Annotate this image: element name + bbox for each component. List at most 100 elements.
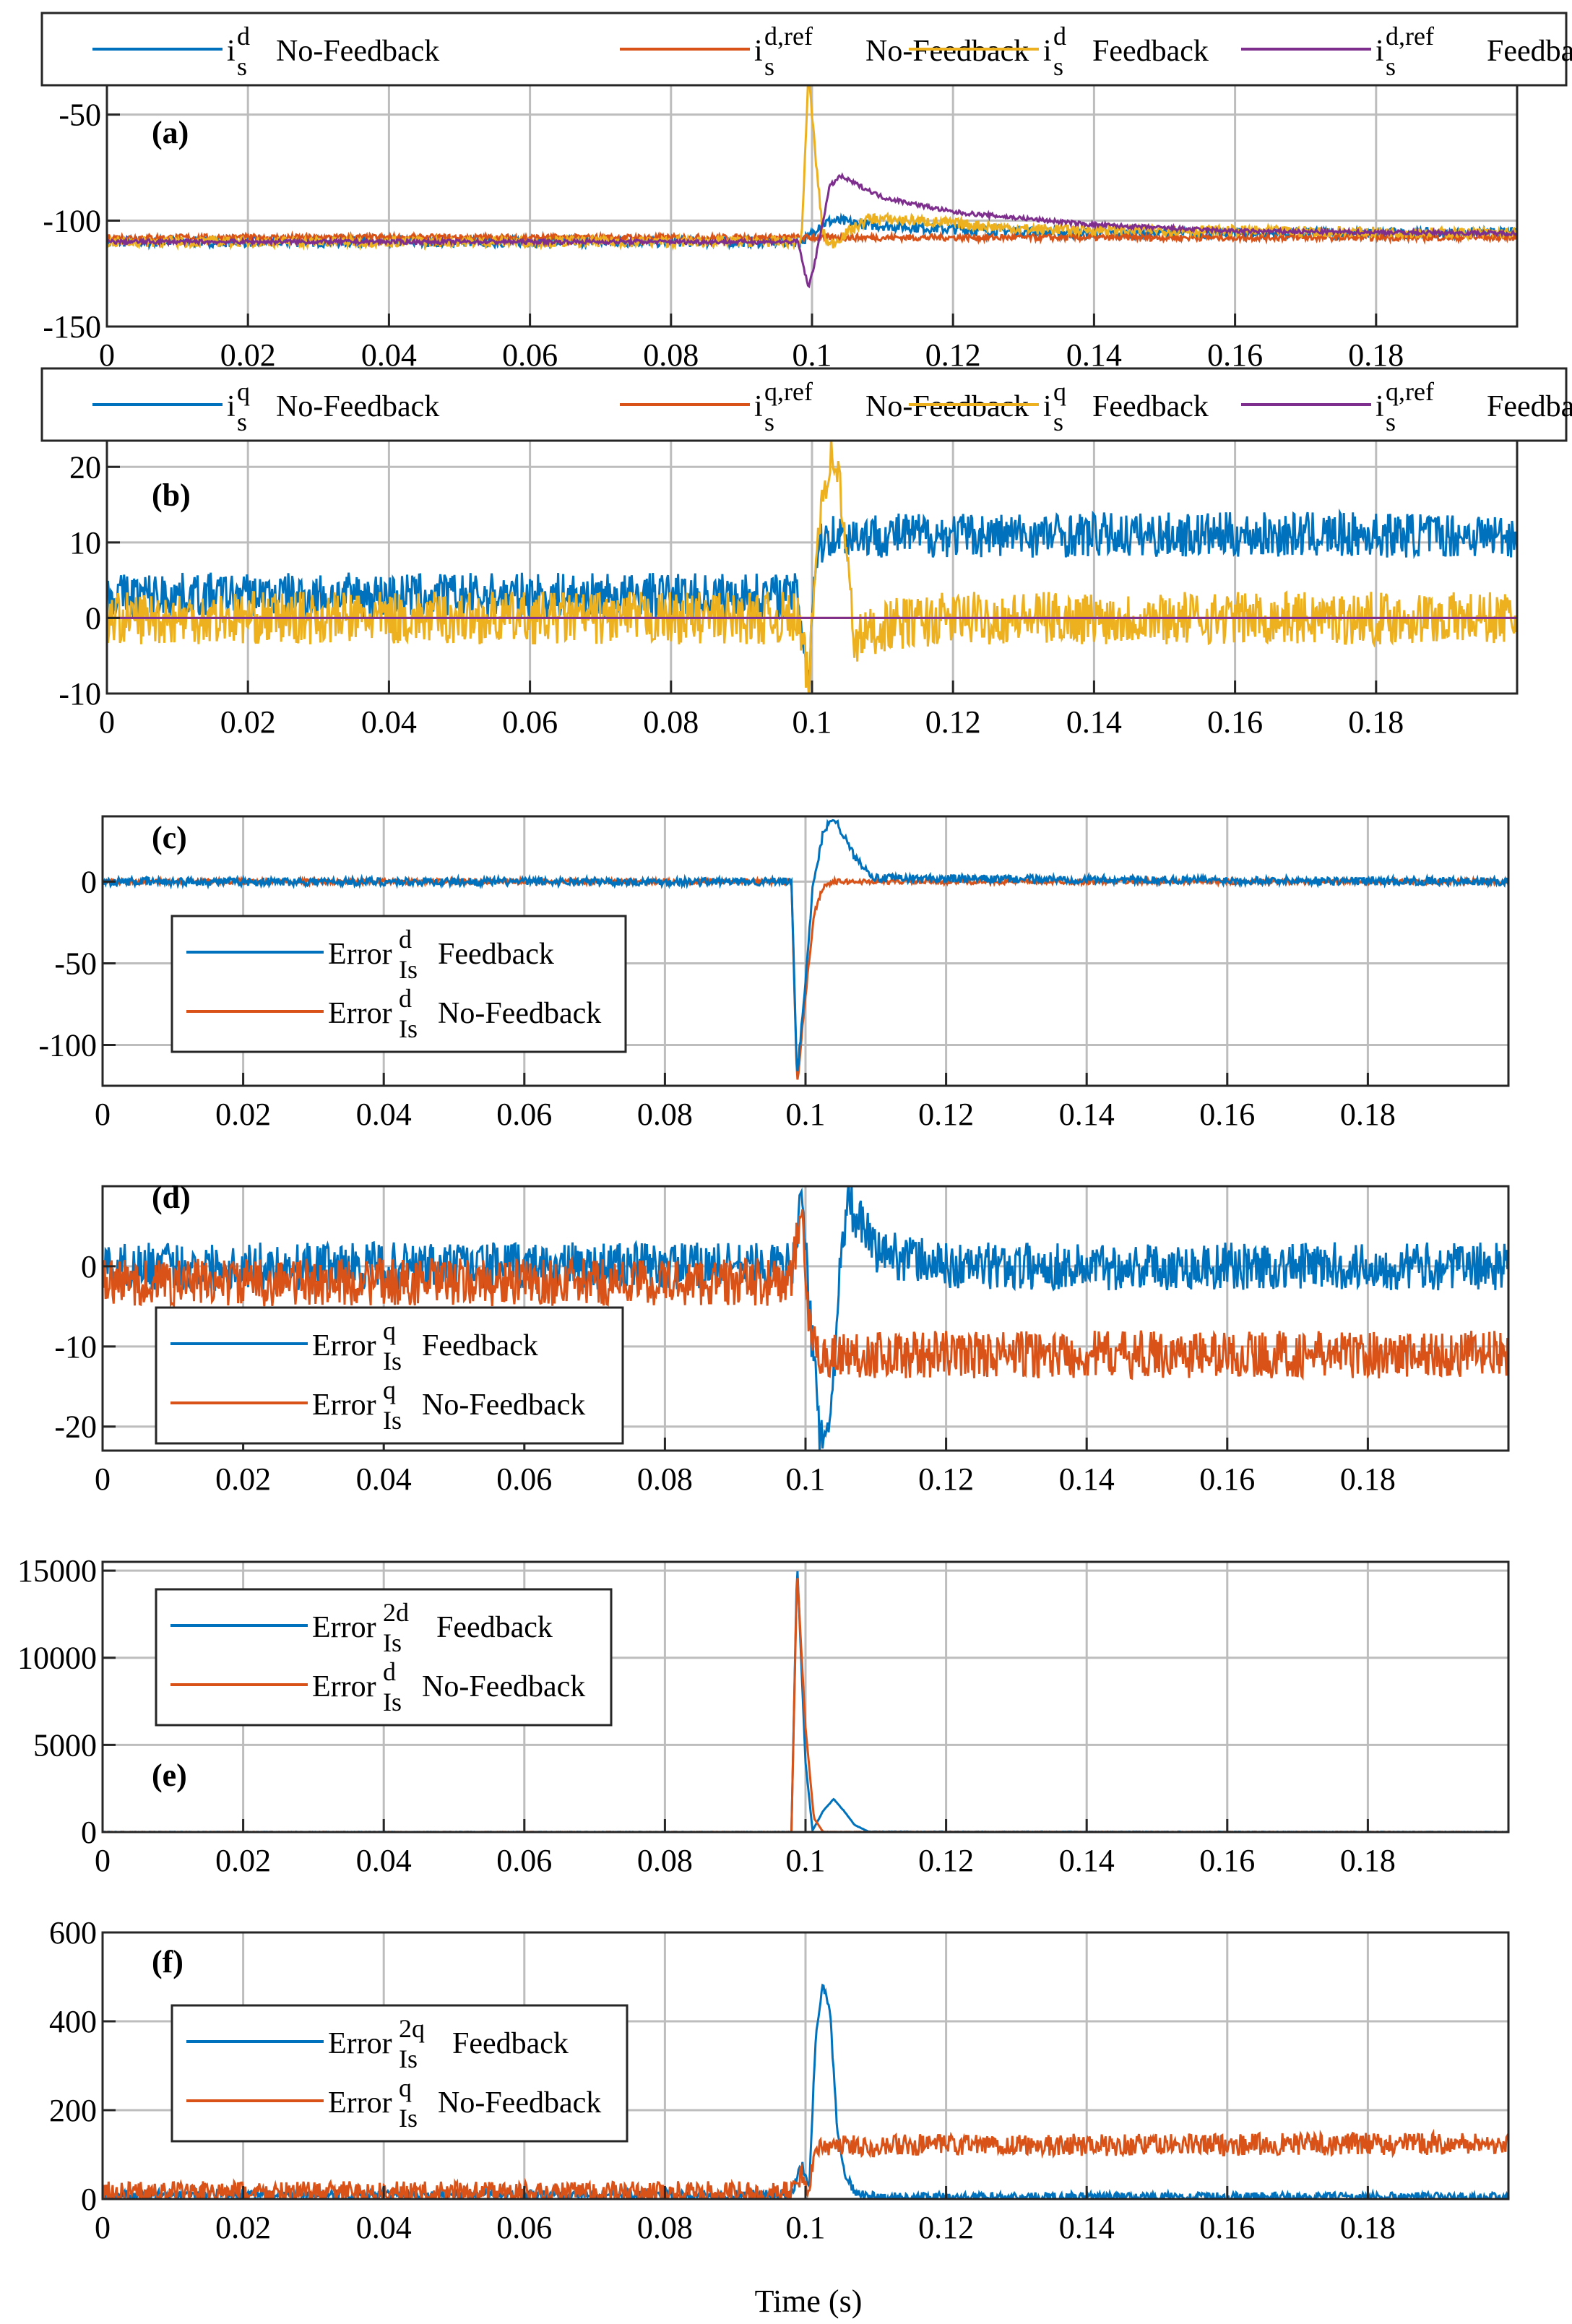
legend-superscript: d,ref xyxy=(764,22,813,51)
x-tick-label: 0.12 xyxy=(918,2210,974,2245)
legend-symbol: Error xyxy=(328,2086,392,2120)
legend-subscript: s xyxy=(1053,407,1063,436)
panel-a: 0 0.02 0.04 0.06 0.08 0.1 0.12 0.14 0.16 0.18 -50 -… xyxy=(40,12,1572,373)
legend-label: Feedback xyxy=(452,2027,569,2060)
legend-box xyxy=(155,1306,624,1445)
x-tick-label: 0.1 xyxy=(786,1461,826,1497)
legend-superscript: 2q xyxy=(399,2014,425,2043)
x-tick-label: 0.06 xyxy=(496,1097,552,1132)
x-tick-label: 0 xyxy=(95,1843,111,1878)
panel-label: (a) xyxy=(152,115,189,150)
x-tick-label: 0.08 xyxy=(643,337,699,373)
legend-label: No-Feedback xyxy=(422,1388,585,1422)
y-tick-label: 15000 xyxy=(17,1553,97,1589)
legend-label: No-Feedback xyxy=(865,35,1029,68)
legend-subscript: Is xyxy=(383,1406,402,1435)
x-tick-label: 0.12 xyxy=(925,337,981,373)
legend-symbol: Error xyxy=(328,2027,392,2060)
legend-superscript: d xyxy=(1053,22,1066,51)
legend-superscript: q xyxy=(1053,377,1066,406)
legend-superscript: q,ref xyxy=(764,377,813,406)
y-tick-label: 200 xyxy=(49,2093,97,2128)
x-tick-label: 0.1 xyxy=(786,1097,826,1132)
legend-symbol: i xyxy=(1043,35,1052,68)
legend-label: Feedback xyxy=(422,1329,538,1362)
x-tick-label: 0.1 xyxy=(793,337,832,373)
legend-subscript: s xyxy=(764,52,774,81)
y-tick-label: -50 xyxy=(54,946,97,981)
x-tick-label: 0.12 xyxy=(918,1097,974,1132)
x-tick-label: 0.04 xyxy=(356,2210,412,2245)
y-tick-label: -10 xyxy=(59,676,101,712)
x-tick-label: 0.04 xyxy=(356,1097,412,1132)
x-tick-label: 0.04 xyxy=(356,1843,412,1878)
legend-label: No-Feedback xyxy=(422,1670,585,1703)
legend-label: Feedback xyxy=(1487,35,1572,68)
y-tick-label: 0 xyxy=(81,2182,97,2217)
legend-subscript: Is xyxy=(383,1628,402,1657)
x-tick-label: 0 xyxy=(99,337,115,373)
legend-subscript: Is xyxy=(399,1014,418,1043)
legend-superscript: q,ref xyxy=(1386,377,1434,406)
legend-symbol: i xyxy=(1376,390,1384,423)
legend-label: Feedback xyxy=(1092,35,1209,68)
panel-c: 0 0.02 0.04 0.06 0.08 0.1 0.12 0.14 0.16 0.18 0 -50… xyxy=(38,815,1510,1132)
x-tick-label: 0 xyxy=(95,1461,111,1497)
x-tick-label: 0.14 xyxy=(1059,1097,1115,1132)
x-tick-label: 0.14 xyxy=(1066,337,1122,373)
legend-superscript: q xyxy=(383,1316,396,1345)
series-line-3 xyxy=(107,74,1517,251)
x-tick-label: 0.18 xyxy=(1340,1097,1396,1132)
legend-superscript: d xyxy=(383,1657,396,1686)
x-tick-label: 0.06 xyxy=(502,337,558,373)
x-tick-label: 0 xyxy=(95,2210,111,2245)
panel-d: 0 0.02 0.04 0.06 0.08 0.1 0.12 0.14 0.16 0.18 0 -10… xyxy=(54,1180,1510,1497)
x-tick-label: 0.08 xyxy=(637,1097,693,1132)
x-tick-label: 0.16 xyxy=(1207,337,1263,373)
y-tick-label: 10 xyxy=(69,525,101,561)
x-tick-label: 0.04 xyxy=(356,1461,412,1497)
legend-superscript: 2d xyxy=(383,1598,409,1627)
legend-subscript: Is xyxy=(399,2044,418,2073)
legend-label: Feedback xyxy=(438,938,554,971)
panel-e: 0 0.02 0.04 0.06 0.08 0.1 0.12 0.14 0.16 0.18 1500… xyxy=(17,1553,1510,1878)
x-tick-label: 0.14 xyxy=(1066,704,1122,740)
x-tick-label: 0.18 xyxy=(1340,2210,1396,2245)
legend-subscript: s xyxy=(1386,407,1396,436)
panel-label: (e) xyxy=(152,1758,187,1793)
y-tick-label: 10000 xyxy=(17,1641,97,1676)
panel-b: 0 0.02 0.04 0.06 0.08 0.1 0.12 0.14 0.16 0.18 20 10… xyxy=(40,367,1572,740)
x-tick-label: 0.16 xyxy=(1207,704,1263,740)
panel-label: (d) xyxy=(152,1180,191,1215)
x-tick-label: 0.04 xyxy=(361,704,417,740)
y-tick-label: -100 xyxy=(38,1027,97,1063)
y-tick-label: 400 xyxy=(49,2004,97,2039)
legend-symbol: Error xyxy=(328,997,392,1030)
series-line-2 xyxy=(103,1209,1508,1381)
x-tick-label: 0.18 xyxy=(1348,704,1404,740)
x-tick-label: 0.08 xyxy=(637,1843,693,1878)
x-tick-label: 0.08 xyxy=(637,1461,693,1497)
x-tick-label: 0.1 xyxy=(786,1843,826,1878)
legend-label: Feedback xyxy=(1092,390,1209,423)
y-tick-label: 600 xyxy=(49,1915,97,1951)
y-tick-label: 0 xyxy=(85,600,101,636)
x-tick-label: 0.14 xyxy=(1059,1843,1115,1878)
x-tick-label: 0.18 xyxy=(1348,337,1404,373)
legend-label: No-Feedback xyxy=(438,997,601,1030)
legend-symbol: i xyxy=(1043,390,1052,423)
x-tick-label: 0.08 xyxy=(643,704,699,740)
y-tick-label: 5000 xyxy=(33,1727,97,1763)
y-tick-label: -10 xyxy=(54,1329,97,1365)
x-tick-label: 0.06 xyxy=(502,704,558,740)
legend-label: Feedback xyxy=(436,1611,553,1644)
legend-subscript: s xyxy=(237,52,247,81)
x-tick-label: 0.02 xyxy=(215,1097,271,1132)
x-tick-label: 0 xyxy=(95,1097,111,1132)
x-tick-label: 0.08 xyxy=(637,2210,693,2245)
